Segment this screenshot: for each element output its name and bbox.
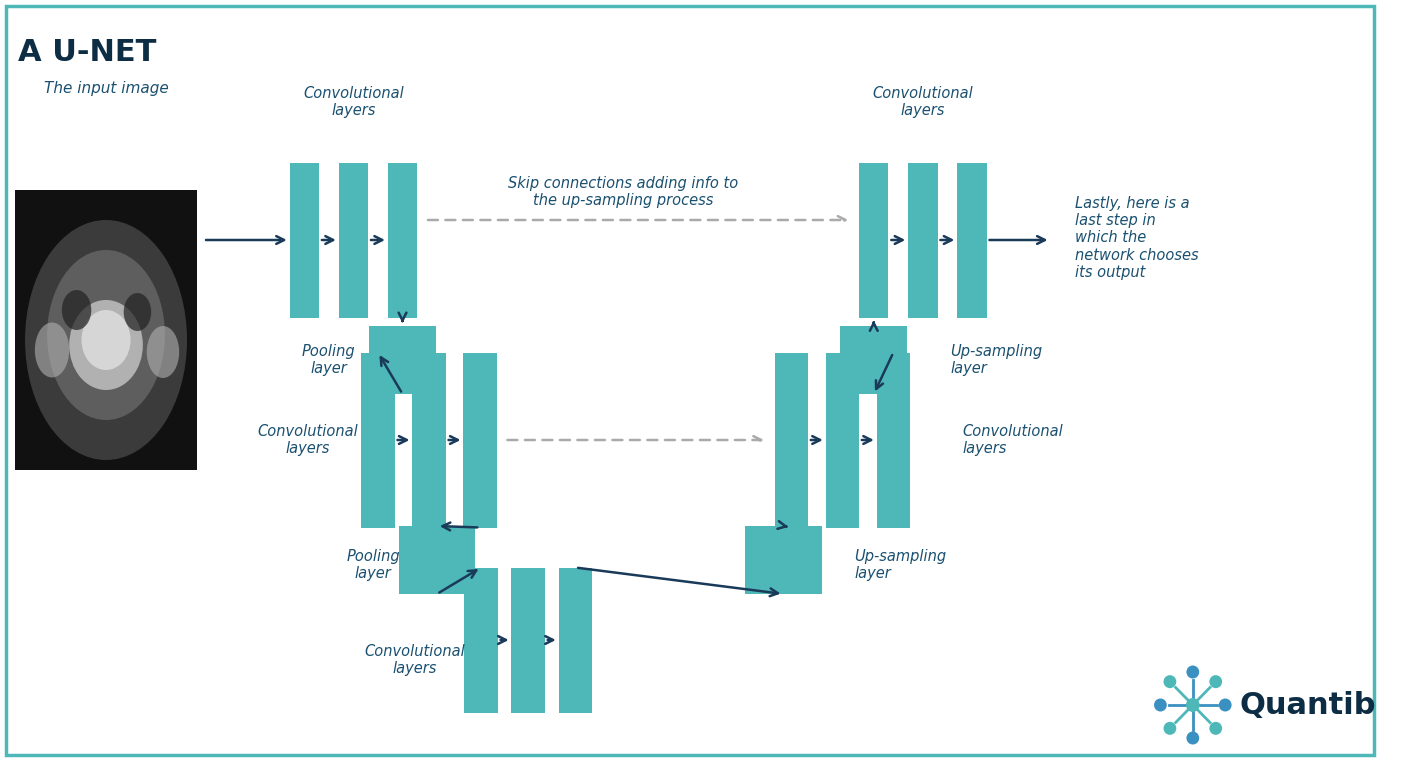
Text: Convolutional
layers: Convolutional layers	[364, 644, 464, 677]
Text: Convolutional
layers: Convolutional layers	[257, 424, 357, 456]
Text: A U-NET: A U-NET	[18, 38, 156, 67]
Circle shape	[1187, 731, 1199, 744]
Circle shape	[1209, 675, 1222, 688]
FancyBboxPatch shape	[6, 6, 1375, 755]
Text: Convolutional
layers: Convolutional layers	[962, 424, 1063, 456]
Bar	[464, 568, 498, 712]
Circle shape	[1187, 666, 1199, 679]
Bar	[388, 163, 418, 317]
Text: Pooling
layer: Pooling layer	[302, 344, 356, 376]
Bar	[512, 568, 546, 712]
Text: Pooling
layer: Pooling layer	[346, 549, 399, 581]
Bar	[558, 568, 592, 712]
Text: Up-sampling
layer: Up-sampling layer	[950, 344, 1042, 376]
Text: Quantib: Quantib	[1240, 690, 1376, 719]
Bar	[290, 163, 319, 317]
Ellipse shape	[25, 220, 187, 460]
Circle shape	[1219, 699, 1232, 712]
Bar	[825, 352, 859, 527]
Circle shape	[1154, 699, 1167, 712]
Ellipse shape	[146, 326, 179, 378]
Bar	[412, 352, 446, 527]
Text: Convolutional
layers: Convolutional layers	[873, 85, 973, 118]
Bar	[15, 190, 197, 470]
Text: Up-sampling
layer: Up-sampling layer	[853, 549, 946, 581]
Bar	[370, 326, 436, 394]
Bar	[339, 163, 368, 317]
Bar	[908, 163, 938, 317]
Ellipse shape	[82, 310, 131, 370]
Bar	[859, 163, 889, 317]
Text: The input image: The input image	[44, 81, 169, 95]
Ellipse shape	[69, 300, 143, 390]
Bar	[464, 352, 496, 527]
Ellipse shape	[48, 250, 165, 420]
Bar	[957, 163, 987, 317]
Circle shape	[1164, 722, 1177, 735]
Ellipse shape	[35, 323, 69, 377]
Bar	[745, 526, 821, 594]
Text: Convolutional
layers: Convolutional layers	[304, 85, 404, 118]
Text: Skip connections adding info to
the up-sampling process: Skip connections adding info to the up-s…	[509, 176, 738, 209]
Circle shape	[1164, 675, 1177, 688]
Bar	[775, 352, 808, 527]
Bar	[841, 326, 907, 394]
Ellipse shape	[124, 293, 152, 331]
Bar	[361, 352, 395, 527]
Circle shape	[1209, 722, 1222, 735]
Circle shape	[1185, 698, 1199, 712]
Bar	[877, 352, 910, 527]
Ellipse shape	[62, 290, 91, 330]
Text: Lastly, here is a
last step in
which the
network chooses
its output: Lastly, here is a last step in which the…	[1076, 196, 1199, 280]
Bar	[398, 526, 475, 594]
